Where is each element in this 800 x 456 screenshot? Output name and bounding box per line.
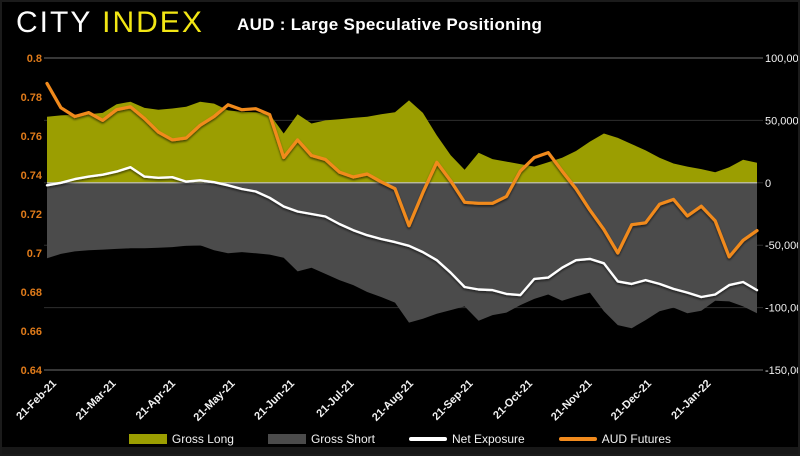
x-axis-tick: 21-Feb-21 (14, 378, 59, 423)
right-axis-tick: 0 (765, 178, 771, 190)
legend-item-gross-short: Gross Short (267, 432, 375, 446)
x-axis-tick: 21-Oct-21 (491, 378, 535, 422)
right-axis-tick: -50,000 (765, 240, 798, 252)
left-axis-tick: 0.66 (21, 326, 42, 338)
bottom-strip (2, 447, 798, 454)
left-axis-tick: 0.78 (21, 92, 42, 104)
chart-legend: Gross Long Gross Short Net Exposure AUD Fut… (2, 428, 798, 450)
left-axis-tick: 0.64 (21, 365, 43, 377)
left-axis-tick: 0.8 (27, 53, 42, 65)
legend-label: Gross Long (171, 432, 234, 446)
legend-label: Gross Short (310, 432, 375, 446)
gross-long-area (47, 100, 757, 183)
x-axis-tick: 21-Jun-21 (252, 378, 297, 423)
legend-item-aud-futures: AUD Futures (558, 432, 672, 446)
x-axis-tick: 21-Jan-22 (669, 378, 713, 422)
legend-swatch (128, 434, 167, 444)
right-axis-tick: -150,000 (765, 365, 798, 377)
right-axis-tick: 50,000 (765, 115, 798, 127)
x-axis-tick: 21-Dec-21 (609, 378, 654, 423)
legend-item-net-exposure: Net Exposure (409, 432, 525, 446)
logo-word-index: INDEX (102, 6, 204, 39)
right-axis-tick: -100,000 (765, 303, 798, 315)
left-axis-tick: 0.72 (21, 209, 42, 221)
legend-label: AUD Futures (601, 432, 672, 446)
city-index-logo: CITY INDEX (16, 6, 204, 40)
x-axis-tick: 21-Jul-21 (314, 378, 356, 420)
page-title: AUD : Large Speculative Positioning (237, 15, 543, 34)
left-axis-tick: 0.7 (27, 248, 42, 260)
legend-label: Net Exposure (452, 432, 525, 446)
x-axis-tick: 21-Mar-21 (74, 378, 119, 423)
legend-swatch (409, 437, 447, 441)
legend-swatch (558, 437, 597, 441)
x-axis-tick: 21-May-21 (192, 378, 238, 424)
left-axis-tick: 0.74 (21, 170, 43, 182)
left-axis-tick: 0.68 (21, 287, 42, 299)
legend-item-gross-long: Gross Long (128, 432, 234, 446)
right-axis-tick: 100,000 (765, 53, 798, 65)
net-exposure-line (45, 165, 759, 299)
x-axis-tick: 21-Apr-21 (134, 378, 178, 422)
left-axis-tick: 0.76 (21, 131, 42, 143)
x-axis-tick: 21-Sep-21 (430, 378, 475, 423)
x-axis-tick: 21-Nov-21 (549, 378, 595, 424)
gross-short-area (47, 182, 757, 329)
x-axis-tick: 21-Aug-21 (370, 378, 416, 424)
aud-futures-line (45, 81, 759, 259)
logo-word-city: CITY (16, 6, 92, 39)
legend-swatch (267, 434, 306, 444)
